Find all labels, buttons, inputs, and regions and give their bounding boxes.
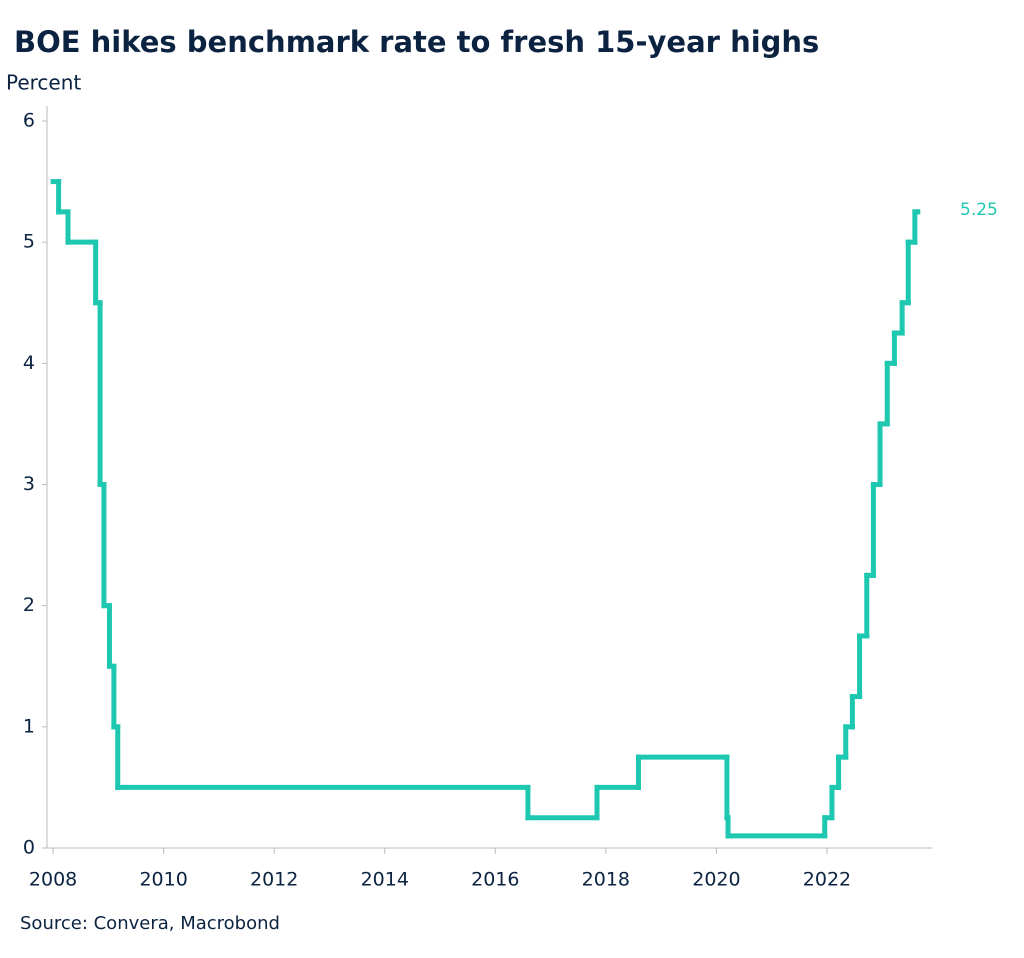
y-tick-label: 2 <box>23 594 35 616</box>
x-tick-label: 2008 <box>29 869 77 891</box>
x-tick-label: 2010 <box>139 869 187 891</box>
end-label: 5.25 <box>960 200 998 220</box>
x-tick-label: 2018 <box>582 869 630 891</box>
chart-title: BOE hikes benchmark rate to fresh 15-yea… <box>14 25 819 59</box>
x-tick-label: 2014 <box>361 869 409 891</box>
x-tick-label: 2022 <box>803 869 851 891</box>
source: Source: Convera, Macrobond <box>20 913 280 934</box>
y-tick-label: 6 <box>23 110 35 132</box>
x-tick-label: 2020 <box>692 869 740 891</box>
x-tick-label: 2012 <box>250 869 298 891</box>
y-tick-label: 4 <box>23 352 35 374</box>
x-tick-label: 2016 <box>471 869 519 891</box>
y-tick-label: 1 <box>23 715 35 737</box>
y-tick-label: 0 <box>23 837 35 859</box>
y-tick-label: 5 <box>23 231 35 253</box>
y-tick-label: 3 <box>23 473 35 495</box>
y-axis-title: Percent <box>6 71 81 95</box>
